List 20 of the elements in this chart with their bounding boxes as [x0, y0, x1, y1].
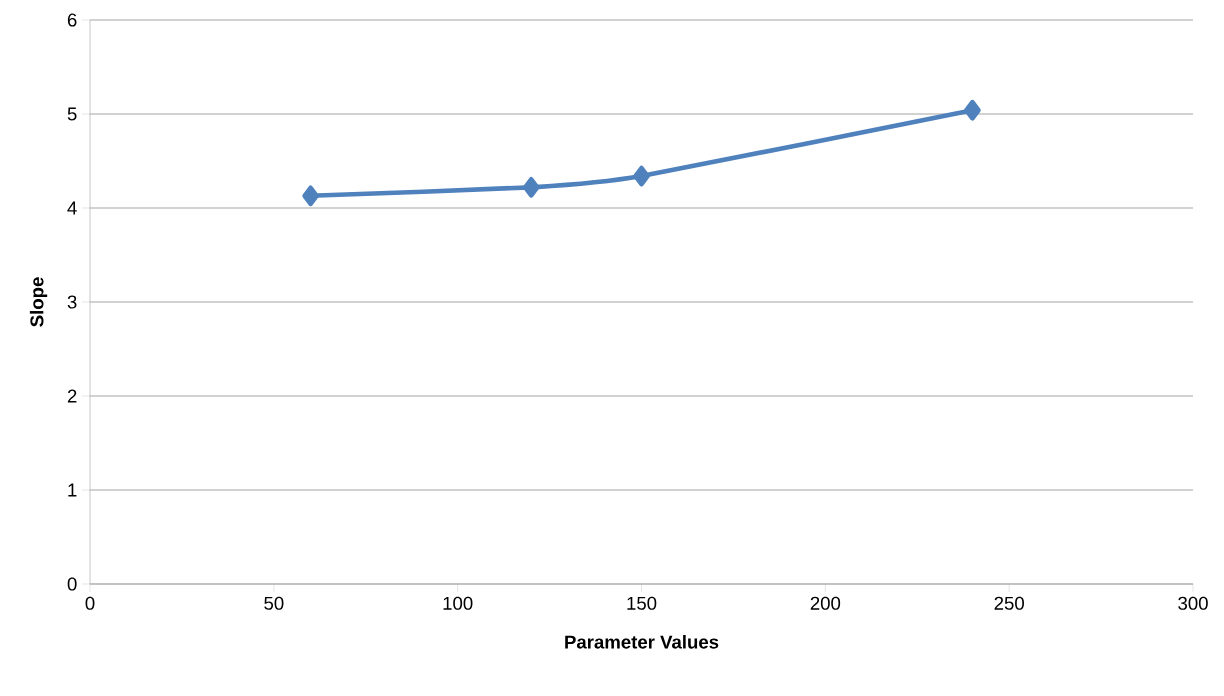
y-tick-label: 3 — [67, 295, 77, 309]
point — [302, 185, 319, 207]
point — [633, 165, 650, 187]
x-tick-label: 250 — [994, 596, 1024, 610]
point — [964, 99, 981, 121]
y-tick-label: 2 — [67, 389, 77, 403]
x-tick-label: 300 — [1178, 596, 1208, 610]
x-tick-label: 50 — [264, 596, 284, 610]
y-tick-label: 6 — [67, 13, 77, 27]
x-tick-label: 0 — [85, 596, 95, 610]
y-tick-label: 1 — [68, 483, 77, 497]
y-tick-label: 5 — [67, 107, 77, 121]
x-tick-label: 100 — [443, 596, 473, 610]
y-tick-label: 0 — [67, 577, 77, 591]
point — [522, 176, 540, 198]
x-tick-label: 200 — [810, 596, 841, 610]
y-tick-label: 4 — [67, 201, 77, 215]
y-axis-title: Slope — [29, 277, 48, 327]
x-axis-title: Parameter Values — [565, 634, 719, 649]
x-tick-label: 150 — [627, 596, 657, 610]
